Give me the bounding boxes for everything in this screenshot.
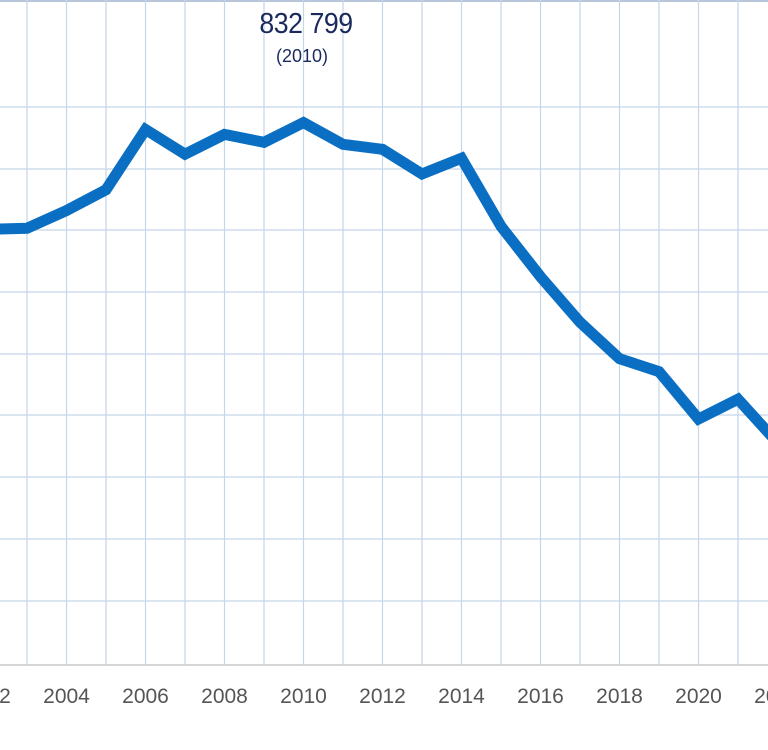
- x-tick-label-2016: 2016: [517, 685, 564, 708]
- x-tick-label-2010: 2010: [280, 685, 327, 708]
- horizontal-gridlines: [0, 0, 768, 602]
- x-tick-label-2020: 2020: [675, 685, 722, 708]
- x-tick-labels: 2002 2004 2006 2008 2010 2012 2014 2016 2018 2020…: [0, 685, 768, 708]
- x-tick-label-2014: 2014: [438, 685, 485, 708]
- series-line: [0, 116, 768, 441]
- x-tick-label-2018: 2018: [596, 685, 643, 708]
- x-tick-label-2022: 2022: [754, 685, 768, 708]
- x-tick-label-2008: 2008: [201, 685, 248, 708]
- x-tick-label-2002: 2002: [0, 685, 11, 708]
- peak-year-annotation: (2010): [275, 46, 329, 66]
- vertical-gridlines: [26, 0, 739, 665]
- peak-value-annotation: 832 799: [259, 8, 353, 40]
- x-tick-label-2004: 2004: [43, 685, 90, 708]
- x-tick-label-2006: 2006: [122, 685, 169, 708]
- x-tick-label-2012: 2012: [359, 685, 406, 708]
